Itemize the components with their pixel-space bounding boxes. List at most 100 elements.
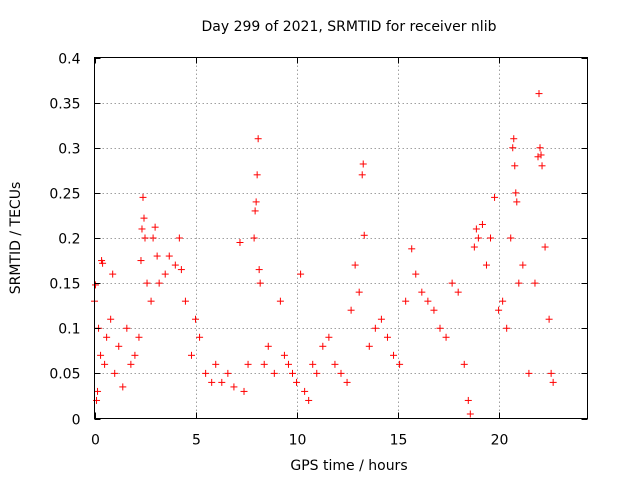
- data-point: [109, 270, 117, 278]
- data-point: [359, 160, 367, 168]
- y-tick-label: 0.3: [58, 142, 80, 158]
- data-point: [101, 360, 109, 368]
- data-point: [289, 369, 297, 377]
- data-point: [115, 342, 123, 350]
- data-point: [155, 279, 163, 287]
- grid-lines: [94, 57, 588, 419]
- data-point: [509, 144, 517, 152]
- data-point: [138, 225, 146, 233]
- data-point: [212, 360, 220, 368]
- data-point: [230, 383, 238, 391]
- data-point: [181, 297, 189, 305]
- data-point: [127, 360, 135, 368]
- y-axis-label: SRMTID / TECUs: [8, 182, 24, 295]
- data-point: [151, 223, 159, 231]
- data-point: [260, 360, 268, 368]
- data-point: [284, 360, 292, 368]
- data-point: [377, 315, 385, 323]
- data-point: [92, 281, 100, 289]
- data-point: [474, 234, 482, 242]
- data-point: [153, 252, 161, 260]
- data-point: [175, 234, 183, 242]
- data-point: [412, 270, 420, 278]
- data-point: [135, 333, 143, 341]
- y-tick-label: 0.25: [49, 187, 80, 203]
- data-point: [541, 243, 549, 251]
- data-point: [536, 144, 544, 152]
- data-point: [460, 360, 468, 368]
- data-point: [270, 369, 278, 377]
- data-point: [383, 333, 391, 341]
- data-point: [495, 306, 503, 314]
- data-point: [512, 189, 520, 197]
- data-point: [111, 369, 119, 377]
- data-point: [99, 259, 107, 267]
- data-point: [487, 234, 495, 242]
- y-tick-label: 0.4: [58, 52, 80, 68]
- data-point: [365, 342, 373, 350]
- data-point: [208, 378, 216, 386]
- y-tick-label: 0.15: [49, 277, 80, 293]
- data-point: [161, 270, 169, 278]
- y-tick-label: 0: [72, 413, 81, 429]
- data-point: [202, 369, 210, 377]
- data-point: [472, 225, 480, 233]
- data-point: [464, 396, 472, 404]
- data-point: [218, 378, 226, 386]
- x-tick-label: 15: [390, 433, 408, 449]
- data-point: [519, 261, 527, 269]
- data-point: [177, 266, 185, 274]
- y-tick-label: 0.05: [49, 367, 80, 383]
- data-point: [313, 369, 321, 377]
- data-point: [143, 279, 151, 287]
- data-point: [250, 234, 258, 242]
- data-point: [448, 279, 456, 287]
- data-point: [534, 153, 542, 161]
- data-point: [347, 306, 355, 314]
- data-point: [171, 261, 179, 269]
- data-point: [396, 360, 404, 368]
- x-tick-label: 10: [289, 433, 307, 449]
- data-point: [309, 360, 317, 368]
- data-point: [97, 351, 105, 359]
- data-point: [224, 369, 232, 377]
- data-point: [107, 315, 115, 323]
- data-point: [454, 288, 462, 296]
- y-tick-label: 0.2: [58, 232, 80, 248]
- chart-title: Day 299 of 2021, SRMTID for receiver nli…: [202, 19, 497, 35]
- data-point: [547, 369, 555, 377]
- data-point: [140, 214, 148, 222]
- data-point: [301, 387, 309, 395]
- data-point: [503, 324, 511, 332]
- data-point: [293, 378, 301, 386]
- data-point: [466, 410, 474, 418]
- axis-ticks: [94, 57, 588, 420]
- y-tick-label: 0.1: [58, 322, 80, 338]
- data-point: [418, 288, 426, 296]
- data-point: [139, 193, 147, 201]
- data-point: [103, 333, 111, 341]
- x-tick-label: 5: [192, 433, 201, 449]
- data-point: [149, 234, 157, 242]
- data-point: [402, 297, 410, 305]
- data-point: [510, 135, 518, 143]
- data-point: [236, 239, 244, 247]
- data-point: [390, 351, 398, 359]
- data-point: [337, 369, 345, 377]
- data-point: [256, 279, 264, 287]
- data-point: [525, 369, 533, 377]
- data-point: [355, 288, 363, 296]
- data-point: [319, 342, 327, 350]
- data-point: [478, 220, 486, 228]
- data-point: [297, 270, 305, 278]
- data-point: [430, 306, 438, 314]
- data-point: [331, 360, 339, 368]
- data-point: [538, 162, 546, 170]
- data-point: [131, 351, 139, 359]
- data-point: [513, 198, 521, 206]
- data-point: [253, 171, 261, 179]
- data-point: [351, 261, 359, 269]
- data-point: [280, 351, 288, 359]
- data-point: [535, 90, 543, 98]
